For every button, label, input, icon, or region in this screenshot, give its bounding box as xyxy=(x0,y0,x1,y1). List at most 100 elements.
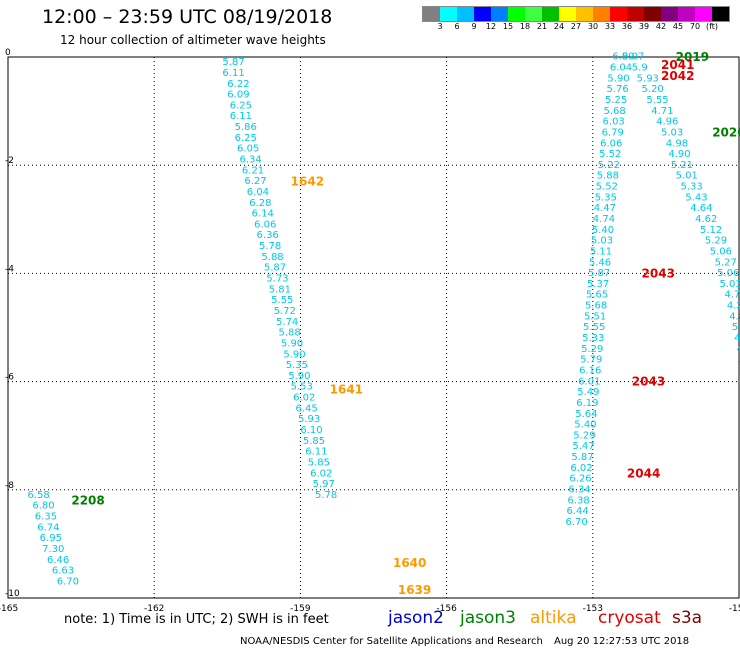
wave-height-label: 5.93 xyxy=(637,73,659,84)
wave-height-label: 6.11 xyxy=(222,68,244,79)
pass-time-label: 2020 xyxy=(712,126,740,140)
wave-height-label: 6.19 xyxy=(576,398,598,409)
wave-height-label: 5.1 xyxy=(732,322,740,333)
wave-height-label: 5.78 xyxy=(315,490,337,501)
colorbar-label: 70 xyxy=(689,22,701,31)
colorbar-label: (ft) xyxy=(705,22,719,31)
wave-height-label: 4.62 xyxy=(695,214,717,225)
colorbar-label: 24 xyxy=(553,22,565,31)
wave-height-label: 4.64 xyxy=(690,203,712,214)
x-tick-label: -150 xyxy=(729,604,740,614)
wave-height-label: 6.36 xyxy=(257,230,279,241)
wave-height-label: 6.11 xyxy=(305,447,327,458)
wave-height-label: 6.04 xyxy=(247,187,269,198)
wave-height-label: 4.23 xyxy=(727,301,740,312)
colorbar-swatch xyxy=(559,7,576,21)
wave-height-label: 6.11 xyxy=(230,111,252,122)
wave-height-label: 5.33 xyxy=(681,182,703,193)
wave-height-label: 5.47 xyxy=(572,441,594,452)
wave-height-label: 5.76 xyxy=(606,84,628,95)
wave-height-label: 6.74 xyxy=(37,522,59,533)
legend-item-s3a: s3a xyxy=(672,608,703,628)
wave-height-label: 5.68 xyxy=(585,301,607,312)
wave-height-label: 6.09 xyxy=(227,90,249,101)
wave-height-label: 6.02 xyxy=(293,393,315,404)
colorbar-label: 15 xyxy=(502,22,514,31)
colorbar-label: 42 xyxy=(655,22,667,31)
colorbar-label: 39 xyxy=(638,22,650,31)
colorbar-swatch xyxy=(440,7,457,21)
wave-height-label: 5.65 xyxy=(586,290,608,301)
x-tick-label: -165 xyxy=(0,604,18,614)
colorbar-label: 3 xyxy=(437,22,443,31)
wave-height-label: 5.03 xyxy=(720,279,740,290)
x-tick-label: -156 xyxy=(436,604,457,614)
wave-height-label: 5.97 xyxy=(313,479,335,490)
wave-height-label: 6.09 xyxy=(612,52,634,63)
wave-height-label: 5.27 xyxy=(715,257,737,268)
pass-time-label: 2044 xyxy=(627,467,660,481)
colorbar-swatch xyxy=(695,7,712,21)
wave-height-label: 6.01 xyxy=(578,376,600,387)
colorbar-swatch xyxy=(508,7,525,21)
wave-height-label: 5.87 xyxy=(588,268,610,279)
colorbar-swatch xyxy=(491,7,508,21)
legend-note: note: 1) Time is in UTC; 2) SWH is in fe… xyxy=(64,612,329,627)
wave-height-label: 5.81 xyxy=(269,284,291,295)
wave-height-label: 6.21 xyxy=(242,165,264,176)
colorbar-label: 12 xyxy=(485,22,497,31)
wave-height-label: 5.29 xyxy=(581,344,603,355)
wave-height-label: 5.64 xyxy=(575,409,597,420)
colorbar-swatch xyxy=(593,7,610,21)
wave-height-label: 6.58 xyxy=(27,490,49,501)
legend-item-altika: altika xyxy=(530,608,577,628)
wave-height-label: 6.70 xyxy=(57,576,79,587)
wave-height-label: 6.06 xyxy=(254,219,276,230)
wave-height-label: 5.93 xyxy=(298,414,320,425)
wave-height-label: 5.88 xyxy=(261,252,283,263)
wave-height-label: 5.03 xyxy=(591,236,613,247)
pass-time-label: 2019 xyxy=(676,50,709,64)
wave-height-label: 6.26 xyxy=(569,474,591,485)
colorbar-label: 9 xyxy=(471,22,477,31)
wave-height-label: 5.11 xyxy=(590,246,612,257)
wave-height-label: 5.9 xyxy=(632,63,648,74)
wave-height-label: 6.34 xyxy=(239,154,261,165)
pass-time-label: 1639 xyxy=(398,583,431,597)
wave-height-label: 5.01 xyxy=(676,171,698,182)
wave-height-label: 6.25 xyxy=(230,100,252,111)
wave-height-label: 5.72 xyxy=(274,306,296,317)
wave-height-label: 6.03 xyxy=(603,117,625,128)
wave-height-label: 6.38 xyxy=(567,495,589,506)
wave-height-label: 5.52 xyxy=(599,149,621,160)
wave-height-label: 5.78 xyxy=(259,241,281,252)
wave-height-label: 6.04 xyxy=(610,63,632,74)
pass-time-label: 2208 xyxy=(71,494,104,508)
wave-height-label: 5.20 xyxy=(642,84,664,95)
wave-height-label: 4.71 xyxy=(651,106,673,117)
colorbar-label: 6 xyxy=(454,22,460,31)
wave-height-label: 5.90 xyxy=(288,371,310,382)
footer-credit: NOAA/NESDIS Center for Satellite Applica… xyxy=(240,636,543,647)
wave-height-label: 5.07 xyxy=(622,52,644,63)
wave-height-label: 4.85 xyxy=(729,311,740,322)
wave-height-label: 5.22 xyxy=(598,160,620,171)
pass-time-label: 2042 xyxy=(661,69,694,83)
wave-height-label: 5.90 xyxy=(283,349,305,360)
wave-height-label: 5.53 xyxy=(291,382,313,393)
footer-date: Aug 20 12:27:53 UTC 2018 xyxy=(554,636,690,647)
legend-item-jason3: jason3 xyxy=(460,608,516,628)
wave-height-label: 6.05 xyxy=(237,144,259,155)
colorbar-label: 21 xyxy=(536,22,548,31)
wave-height-label: 6.34 xyxy=(568,485,590,496)
wave-height-label: 4.96 xyxy=(656,117,678,128)
colorbar-swatch xyxy=(525,7,542,21)
wave-height-label: 6.02 xyxy=(570,463,592,474)
wave-height-label: 5.90 xyxy=(607,73,629,84)
colorbar-label: 33 xyxy=(604,22,616,31)
wave-height-label: 7.30 xyxy=(42,544,64,555)
wave-height-label: 6.35 xyxy=(35,512,57,523)
pass-time-label: 2043 xyxy=(632,375,665,389)
wave-height-label: 5.21 xyxy=(671,160,693,171)
